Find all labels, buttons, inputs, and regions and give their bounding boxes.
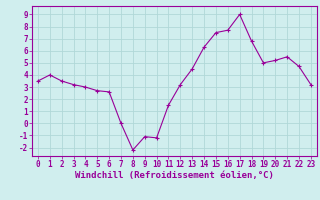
X-axis label: Windchill (Refroidissement éolien,°C): Windchill (Refroidissement éolien,°C) (75, 171, 274, 180)
